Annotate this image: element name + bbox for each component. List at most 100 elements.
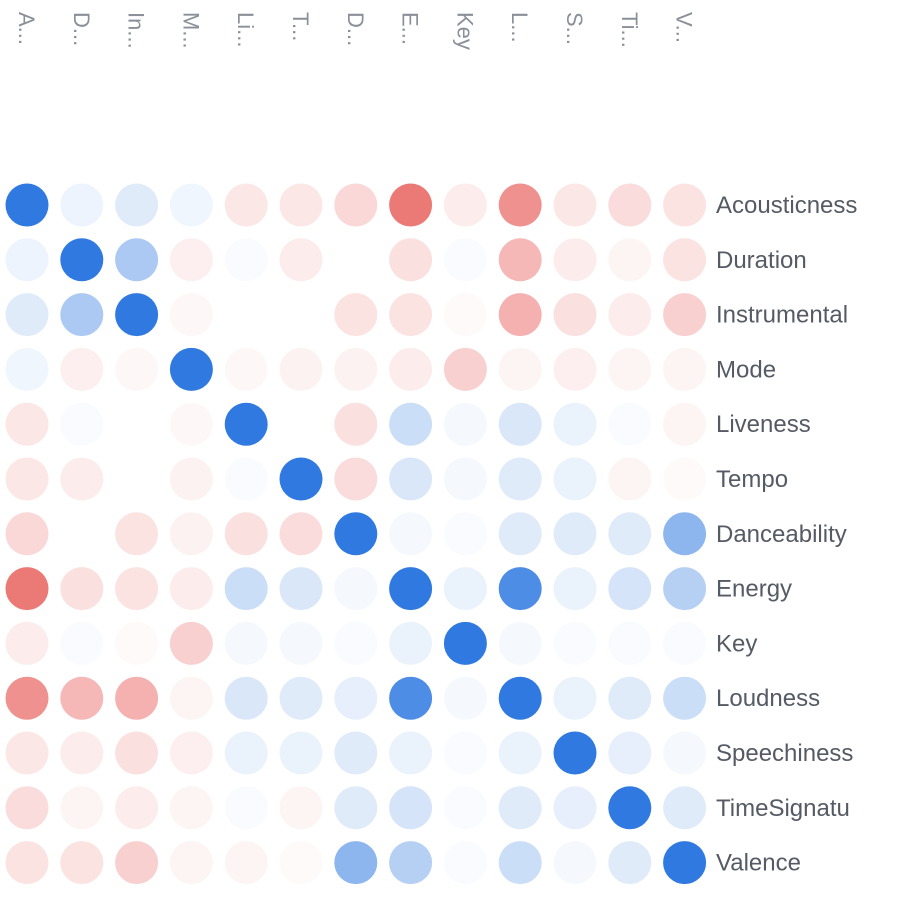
cell-liveness-1 [5, 402, 49, 446]
column-label-5: Li... [233, 12, 258, 47]
cell-timesignatu-13 [663, 786, 707, 830]
cell-valence-13 [663, 841, 707, 885]
cell-danceability-9 [443, 512, 487, 556]
cell-duration-11 [553, 238, 597, 282]
cell-loudness-1 [5, 676, 49, 720]
cell-duration-12 [608, 238, 652, 282]
cell-tempo-7 [334, 457, 378, 501]
column-label-2: D... [69, 12, 94, 46]
cell-key-4 [169, 621, 213, 665]
cell-timesignatu-12 [608, 786, 652, 830]
cell-energy-4 [169, 567, 213, 611]
cell-timesignatu-10 [498, 786, 542, 830]
cell-loudness-4 [169, 676, 213, 720]
cell-speechiness-7 [334, 731, 378, 775]
cell-loudness-6 [279, 676, 323, 720]
row-label-timesignatu: TimeSignatu [716, 795, 850, 822]
cell-valence-12 [608, 841, 652, 885]
cell-instrumental-1 [5, 293, 49, 337]
cell-liveness-12 [608, 402, 652, 446]
cell-danceability-7 [334, 512, 378, 556]
row-label-mode: Mode [716, 356, 776, 383]
cell-energy-7 [334, 567, 378, 611]
column-label-3: In... [124, 12, 149, 49]
cell-duration-5 [224, 238, 268, 282]
cell-tempo-3 [115, 457, 159, 501]
cell-danceability-3 [115, 512, 159, 556]
cell-liveness-7 [334, 402, 378, 446]
row-label-speechiness: Speechiness [716, 740, 853, 767]
cell-timesignatu-3 [115, 786, 159, 830]
row-label-liveness: Liveness [716, 411, 811, 438]
cell-duration-6 [279, 238, 323, 282]
cell-duration-4 [169, 238, 213, 282]
cell-instrumental-5 [224, 293, 268, 337]
cell-mode-9 [443, 347, 487, 391]
cell-danceability-5 [224, 512, 268, 556]
cell-timesignatu-8 [389, 786, 433, 830]
cell-energy-11 [553, 567, 597, 611]
cell-instrumental-6 [279, 293, 323, 337]
column-label-6: T... [288, 12, 313, 41]
cell-loudness-12 [608, 676, 652, 720]
cell-valence-3 [115, 841, 159, 885]
cell-tempo-12 [608, 457, 652, 501]
cell-key-9 [443, 621, 487, 665]
cell-key-12 [608, 621, 652, 665]
cell-valence-1 [5, 841, 49, 885]
cell-speechiness-8 [389, 731, 433, 775]
cell-tempo-6 [279, 457, 323, 501]
cell-danceability-13 [663, 512, 707, 556]
cell-loudness-9 [443, 676, 487, 720]
cell-duration-8 [389, 238, 433, 282]
cell-acousticness-2 [60, 183, 104, 227]
cell-timesignatu-4 [169, 786, 213, 830]
cell-liveness-9 [443, 402, 487, 446]
cell-danceability-6 [279, 512, 323, 556]
row-labels: Acousticness Duration Instrumental Mode Live… [716, 192, 857, 877]
cell-key-13 [663, 621, 707, 665]
cell-mode-10 [498, 347, 542, 391]
cell-liveness-13 [663, 402, 707, 446]
cell-instrumental-11 [553, 293, 597, 337]
cell-acousticness-4 [169, 183, 213, 227]
cell-mode-2 [60, 347, 104, 391]
cell-instrumental-2 [60, 293, 104, 337]
cell-acousticness-11 [553, 183, 597, 227]
column-label-4: M... [178, 12, 203, 49]
cell-tempo-8 [389, 457, 433, 501]
row-label-danceability: Danceability [716, 521, 847, 548]
cell-mode-13 [663, 347, 707, 391]
row-label-duration: Duration [716, 247, 807, 274]
cell-loudness-7 [334, 676, 378, 720]
column-labels: A... D... In... M... Li... T... D... E... Key L..… [14, 12, 697, 50]
cell-tempo-11 [553, 457, 597, 501]
cell-tempo-1 [5, 457, 49, 501]
cell-acousticness-6 [279, 183, 323, 227]
cell-acousticness-7 [334, 183, 378, 227]
cell-acousticness-9 [443, 183, 487, 227]
cell-loudness-13 [663, 676, 707, 720]
row-label-tempo: Tempo [716, 466, 788, 493]
cell-valence-2 [60, 841, 104, 885]
cell-instrumental-3 [115, 293, 159, 337]
cell-acousticness-1 [5, 183, 49, 227]
cell-speechiness-9 [443, 731, 487, 775]
cell-liveness-11 [553, 402, 597, 446]
cell-energy-2 [60, 567, 104, 611]
row-label-key: Key [716, 630, 757, 657]
cell-duration-3 [115, 238, 159, 282]
cell-timesignatu-11 [553, 786, 597, 830]
cell-duration-10 [498, 238, 542, 282]
row-label-acousticness: Acousticness [716, 192, 857, 219]
cell-timesignatu-7 [334, 786, 378, 830]
row-label-valence: Valence [716, 850, 801, 877]
cell-key-6 [279, 621, 323, 665]
cell-key-2 [60, 621, 104, 665]
cell-energy-9 [443, 567, 487, 611]
cell-tempo-4 [169, 457, 213, 501]
cell-instrumental-8 [389, 293, 433, 337]
column-label-8: E... [398, 12, 423, 45]
cell-energy-3 [115, 567, 159, 611]
